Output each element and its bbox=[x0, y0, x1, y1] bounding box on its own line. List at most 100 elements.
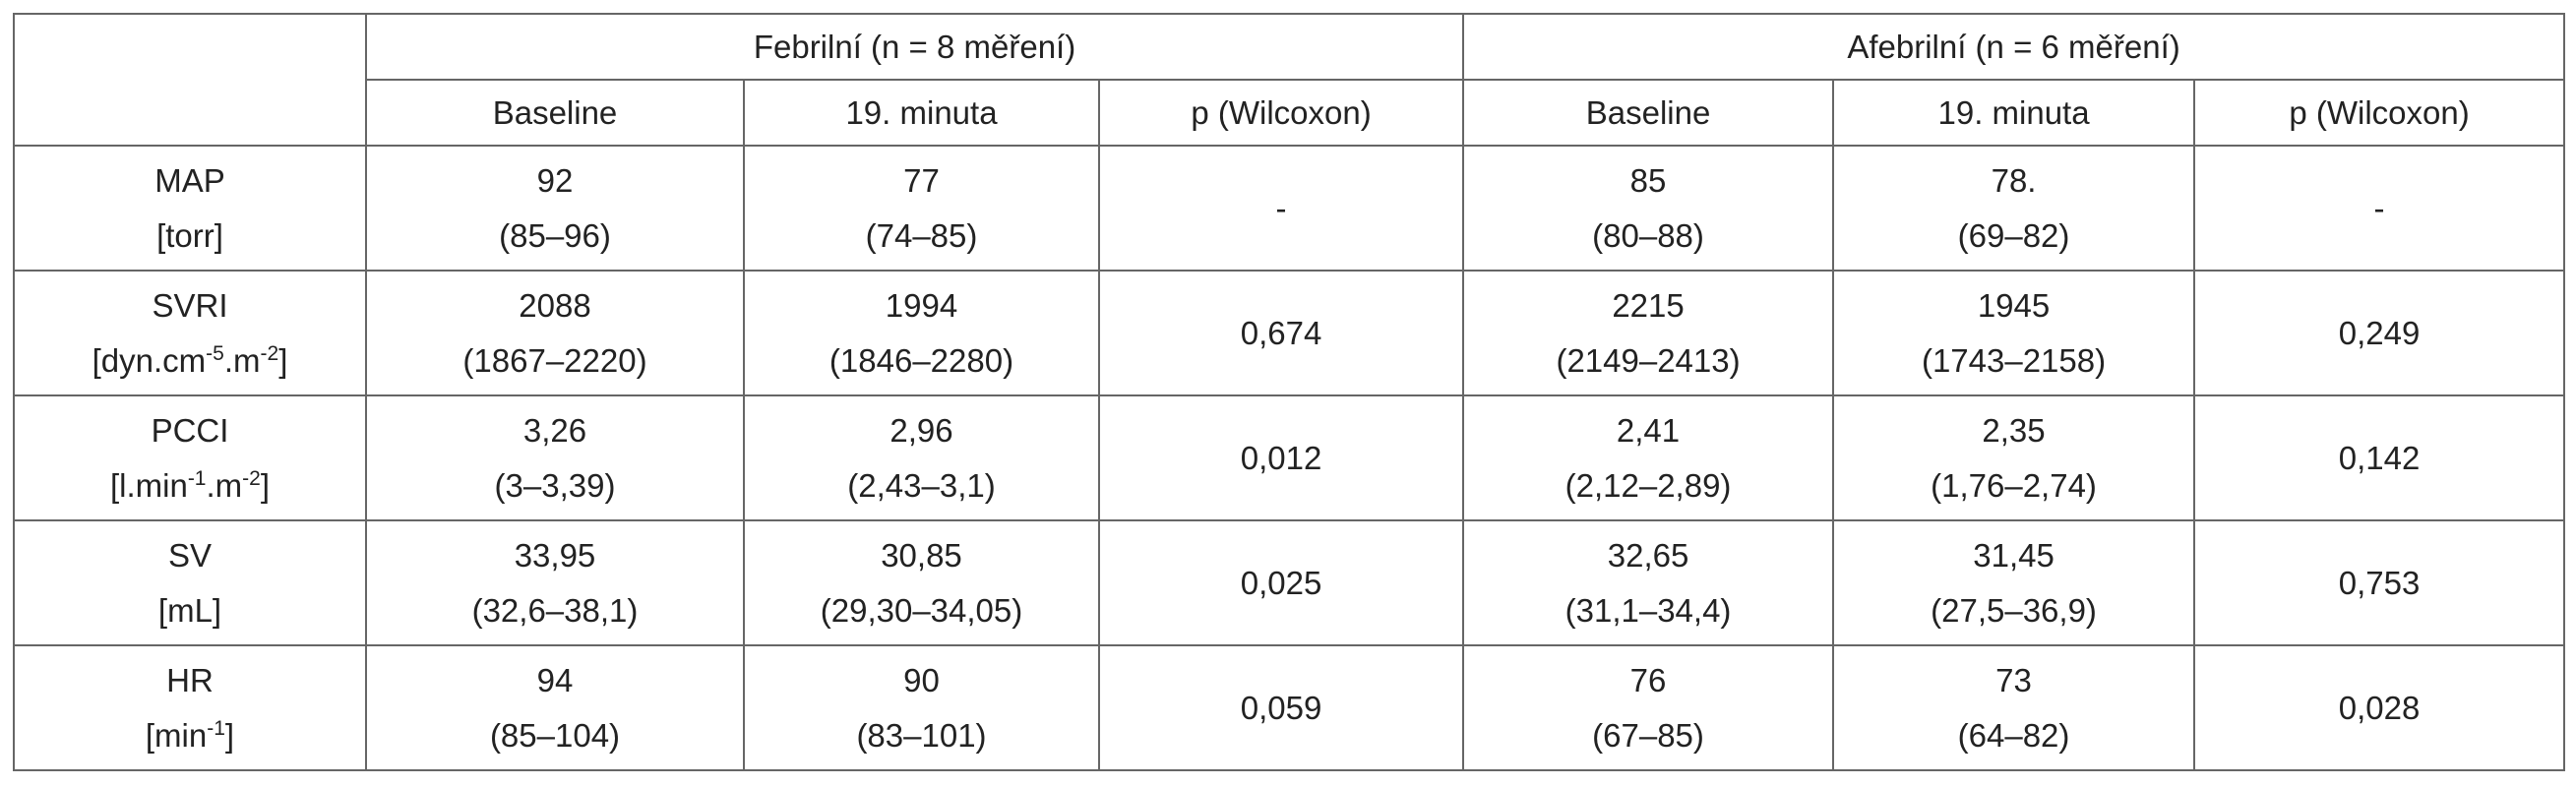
row-label: SV [mL] bbox=[13, 519, 367, 646]
subheader-row: Baseline 19. minuta p (Wilcoxon) Baseline 19… bbox=[14, 79, 2566, 147]
cell-value: 0,249 bbox=[2338, 314, 2421, 351]
data-cell: 2088 (1867–2220) bbox=[365, 270, 745, 396]
data-cell: 2,35 (1,76–2,74) bbox=[1832, 394, 2196, 521]
cell-value: 0,012 bbox=[1240, 439, 1322, 476]
data-cell: 73 (64–82) bbox=[1832, 644, 2196, 771]
data-cell: 2,96 (2,43–3,1) bbox=[743, 394, 1100, 521]
data-cell: 3,26 (3–3,39) bbox=[365, 394, 745, 521]
data-row: SV [mL] 33,95 (32,6–38,1) 30,85 (29,30–34,05)… bbox=[13, 519, 2566, 646]
cell-range: (32,6–38,1) bbox=[471, 591, 639, 629]
unit-text: [mL] bbox=[157, 591, 222, 629]
unit-exponent: -5 bbox=[206, 341, 224, 365]
column-header: Baseline bbox=[365, 79, 745, 147]
data-cell: 1945 (1743–2158) bbox=[1832, 270, 2196, 396]
data-row: SVRI [dyn.cm-5.m-2] 2088 (1867–2220) 1994 (18… bbox=[13, 270, 2566, 396]
cell-value: 76 bbox=[1629, 661, 1667, 698]
cell-value: 73 bbox=[1995, 661, 2032, 698]
unit-text: ] bbox=[278, 341, 288, 379]
data-cell: 76 (67–85) bbox=[1462, 644, 1835, 771]
data-cell: 77 (74–85) bbox=[743, 145, 1100, 272]
cell-range: (67–85) bbox=[1592, 716, 1704, 754]
cell-value: - bbox=[2373, 189, 2385, 226]
unit: [torr] bbox=[15, 209, 365, 264]
row-label: PCCI [l.min-1.m-2] bbox=[13, 394, 367, 521]
unit-text: [min bbox=[145, 716, 208, 754]
data-cell: 31,45 (27,5–36,9) bbox=[1832, 519, 2196, 646]
cell-value: 31,45 bbox=[1973, 536, 2055, 574]
data-cell: 0,025 bbox=[1097, 519, 1465, 646]
cell-range: (29,30–34,05) bbox=[820, 591, 1023, 629]
group-header: Afebrilní (n = 6 měření) bbox=[1462, 13, 2566, 81]
row-label: HR [min-1] bbox=[13, 644, 367, 771]
unit-exponent: -1 bbox=[187, 466, 207, 490]
results-table: Febrilní (n = 8 měření) Afebrilní (n = 6 … bbox=[13, 13, 2566, 771]
data-row: PCCI [l.min-1.m-2] 3,26 (3–3,39) 2,96 (2,43–3… bbox=[13, 394, 2566, 521]
column-header: p (Wilcoxon) bbox=[1097, 79, 1465, 147]
data-cell: 33,95 (32,6–38,1) bbox=[365, 519, 745, 646]
column-header: Baseline bbox=[1462, 79, 1835, 147]
cell-range: (27,5–36,9) bbox=[1931, 591, 2097, 629]
data-cell: 0,674 bbox=[1097, 270, 1465, 396]
corner-cell bbox=[13, 13, 367, 147]
cell-value: 2,96 bbox=[889, 411, 953, 449]
cell-range: (1867–2220) bbox=[462, 341, 647, 379]
data-cell: 0,142 bbox=[2193, 394, 2566, 521]
parameter-name: HR bbox=[166, 661, 214, 698]
data-cell: 30,85 (29,30–34,05) bbox=[743, 519, 1100, 646]
cell-range: (1743–2158) bbox=[1921, 341, 2107, 379]
cell-value: 0,025 bbox=[1240, 564, 1322, 601]
cell-value: 0,059 bbox=[1240, 689, 1322, 726]
cell-value: 0,028 bbox=[2338, 689, 2421, 726]
cell-value: 0,674 bbox=[1240, 314, 1322, 351]
cell-value: 85 bbox=[1629, 161, 1667, 199]
data-cell: 2,41 (2,12–2,89) bbox=[1462, 394, 1835, 521]
unit-exponent: -1 bbox=[207, 716, 225, 740]
cell-value: 1994 bbox=[885, 286, 958, 324]
cell-range: (31,1–34,4) bbox=[1564, 591, 1732, 629]
unit-text: ] bbox=[260, 466, 271, 504]
cell-range: (85–96) bbox=[499, 216, 611, 254]
cell-range: (83–101) bbox=[856, 716, 987, 754]
parameter-name: SVRI bbox=[152, 286, 228, 324]
cell-range: (69–82) bbox=[1957, 216, 2070, 254]
cell-range: (3–3,39) bbox=[494, 466, 616, 504]
cell-value: 78. bbox=[1991, 161, 2037, 199]
data-row: HR [min-1] 94 (85–104) 90 (83–101) 0,059 76 (67–… bbox=[13, 644, 2566, 771]
cell-value: 1945 bbox=[1977, 286, 2051, 324]
parameter-name: MAP bbox=[154, 161, 225, 199]
cell-value: 94 bbox=[536, 661, 574, 698]
unit-text: .m bbox=[206, 466, 243, 504]
unit: [l.min-1.m-2] bbox=[15, 458, 365, 514]
unit-text: [torr] bbox=[156, 216, 223, 254]
cell-value: 30,85 bbox=[881, 536, 962, 574]
cell-value: - bbox=[1275, 189, 1287, 226]
unit-text: .m bbox=[223, 341, 261, 379]
parameter-name: SV bbox=[167, 536, 213, 574]
unit: [mL] bbox=[15, 583, 365, 638]
data-cell: 0,249 bbox=[2193, 270, 2566, 396]
data-cell: 0,012 bbox=[1097, 394, 1465, 521]
cell-value: 33,95 bbox=[514, 536, 596, 574]
cell-value: 3,26 bbox=[522, 411, 587, 449]
unit-text: [dyn.cm bbox=[92, 341, 207, 379]
row-label: MAP [torr] bbox=[13, 145, 367, 272]
cell-range: (64–82) bbox=[1957, 716, 2070, 754]
unit: [min-1] bbox=[15, 708, 365, 763]
cell-value: 2,35 bbox=[1982, 411, 2046, 449]
cell-value: 90 bbox=[903, 661, 940, 698]
column-header: p (Wilcoxon) bbox=[2193, 79, 2566, 147]
data-cell: 0,753 bbox=[2193, 519, 2566, 646]
unit-text: [l.min bbox=[109, 466, 188, 504]
cell-value: 2,41 bbox=[1616, 411, 1681, 449]
cell-value: 2088 bbox=[519, 286, 591, 324]
parameter-name: PCCI bbox=[151, 411, 229, 449]
cell-range: (85–104) bbox=[489, 716, 621, 754]
data-cell: 1994 (1846–2280) bbox=[743, 270, 1100, 396]
row-label: SVRI [dyn.cm-5.m-2] bbox=[13, 270, 367, 396]
cell-range: (1,76–2,74) bbox=[1931, 466, 2097, 504]
cell-range: (80–88) bbox=[1592, 216, 1704, 254]
header-row: Febrilní (n = 8 měření) Afebrilní (n = 6 … bbox=[13, 13, 2566, 147]
data-cell: 94 (85–104) bbox=[365, 644, 745, 771]
unit-exponent: -2 bbox=[260, 341, 279, 365]
